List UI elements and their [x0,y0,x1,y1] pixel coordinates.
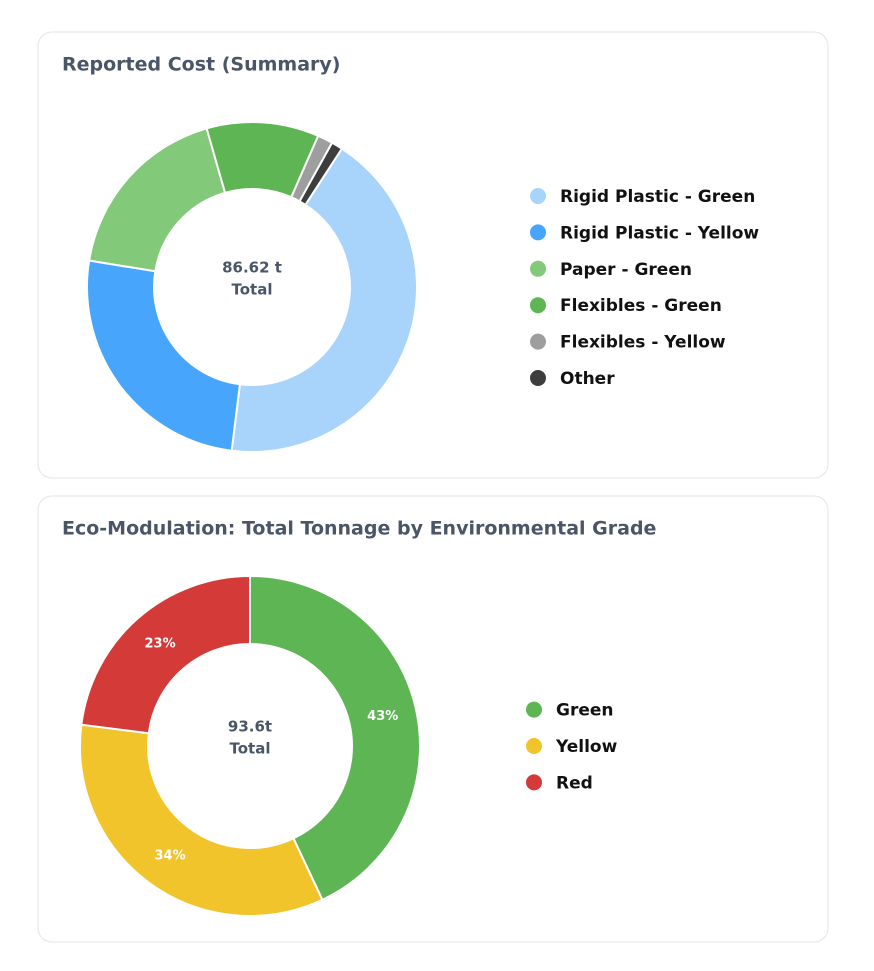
center-text: 86.62 t [222,259,282,277]
legend-swatch [526,738,542,754]
legend-swatch [530,224,546,241]
donut-slice [86,259,242,452]
legend-swatch [530,188,546,204]
center-text: Total [232,281,273,299]
center-text: Total [230,740,271,758]
legend-swatch [530,260,546,277]
legend-swatch [526,701,542,718]
donut-slice [249,574,421,902]
legend-label: Flexibles - Yellow [560,333,726,353]
legend-label: Paper - Green [560,260,692,280]
legend-label: Yellow [555,737,618,757]
donut-slice [80,574,251,735]
legend-swatch [530,333,546,350]
legend-swatch [530,297,546,314]
center-text: 93.6t [228,718,272,736]
donut-slice [298,141,344,207]
value-label: 43% [367,709,398,724]
legend-label: Other [560,369,615,389]
value-label: 23% [144,636,175,651]
legend-label: Red [556,773,593,793]
legend-label: Green [556,701,614,721]
donut-slice [230,147,418,453]
legend-label: Rigid Plastic - Yellow [560,223,759,243]
legend-swatch [526,774,542,791]
legend-label: Flexibles - Green [560,296,722,316]
legend-swatch [530,370,546,386]
legend-label: Rigid Plastic - Green [560,187,755,207]
chart-title: Eco-Modulation: Total Tonnage by Environ… [62,518,656,540]
chart-title: Reported Cost (Summary) [62,54,340,76]
donut-slice [79,723,324,917]
value-label: 34% [154,849,185,864]
